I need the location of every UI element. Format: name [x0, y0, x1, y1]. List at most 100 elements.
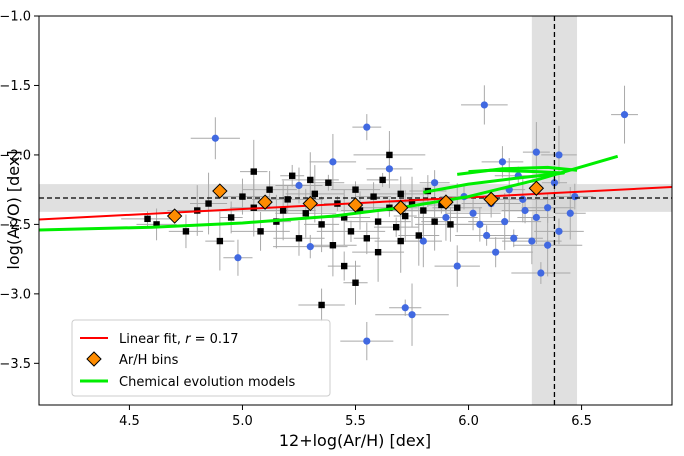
- black-data-point: [311, 190, 319, 198]
- blue-data-point: [510, 234, 518, 242]
- y-tick-label: −2.0: [0, 148, 31, 163]
- blue-data-point: [211, 134, 219, 142]
- blue-data-point: [550, 179, 559, 187]
- black-data-point: [325, 179, 332, 186]
- ar-h-bin-marker: [528, 180, 545, 196]
- legend-bins-swatch: [86, 351, 102, 367]
- black-data-point: [329, 242, 337, 249]
- y-tick-label: −3.0: [0, 287, 31, 302]
- legend-box: [71, 319, 331, 397]
- black-data-point: [374, 218, 382, 225]
- blue-data-point: [401, 304, 409, 312]
- black-data-point: [250, 168, 257, 175]
- black-data-point: [420, 207, 427, 214]
- ar-h-bin-marker: [438, 194, 454, 210]
- ar-h-bin-marker: [302, 195, 318, 212]
- blue-data-point: [521, 206, 529, 215]
- black-data-point: [347, 228, 355, 235]
- black-data-point: [363, 235, 371, 242]
- black-data-point: [447, 221, 454, 228]
- black-data-point: [266, 186, 273, 193]
- ar-h-bin-marker: [393, 200, 409, 216]
- black-data-point: [289, 172, 296, 179]
- black-data-point: [216, 237, 224, 245]
- ar-h-bin-marker: [483, 191, 499, 208]
- black-data-point: [386, 151, 393, 159]
- ar-h-bin-marker: [257, 194, 273, 210]
- blue-data-point: [453, 262, 461, 270]
- blue-data-point: [532, 148, 540, 156]
- black-data-point: [239, 193, 246, 200]
- blue-data-point: [469, 209, 477, 217]
- black-data-point: [415, 232, 422, 239]
- blue-data-point: [385, 165, 394, 173]
- x-tick-label: 4.5: [119, 414, 140, 429]
- black-data-point: [374, 248, 382, 256]
- chemical-evolution-track-2: [457, 165, 578, 176]
- black-data-point: [205, 200, 212, 207]
- ar-h-bin-marker: [166, 208, 183, 224]
- black-data-point: [227, 214, 235, 221]
- black-data-point: [402, 212, 409, 220]
- blue-data-point: [620, 111, 629, 119]
- blue-data-point: [555, 151, 563, 159]
- black-data-point: [352, 279, 359, 286]
- black-data-point: [302, 210, 309, 217]
- blue-data-point: [544, 204, 552, 212]
- black-data-point: [153, 221, 160, 228]
- blue-data-point: [408, 311, 416, 319]
- blue-data-point: [528, 237, 536, 245]
- blue-data-point: [555, 227, 563, 235]
- black-data-point: [379, 176, 386, 184]
- black-data-point: [431, 218, 438, 225]
- ar-h-bin-marker: [212, 183, 228, 199]
- black-data-point: [318, 221, 325, 228]
- black-data-point: [144, 215, 151, 223]
- ar-h-bin-marker: [347, 197, 364, 213]
- y-axis-label: log(Ar/O) [dex]: [4, 150, 23, 269]
- y-tick-label: −3.5: [0, 357, 31, 372]
- blue-data-point: [306, 243, 314, 251]
- black-data-point: [307, 176, 314, 184]
- blue-data-point: [537, 269, 545, 277]
- blue-data-point: [363, 123, 371, 131]
- blue-data-point: [492, 248, 500, 256]
- blue-data-point: [419, 237, 427, 245]
- black-data-point: [295, 235, 303, 242]
- black-data-point: [257, 228, 264, 235]
- black-data-point: [352, 186, 359, 193]
- legend-linear-fit-prefix: Linear fit,: [119, 332, 185, 347]
- y-tick-label: −1.5: [0, 79, 31, 94]
- black-data-point: [318, 301, 325, 309]
- axis-ticks: 4.5 5.0 5.5 6.0 6.5 −1.0 −1.5 −2.0 −2.5 −3.0 −3.5: [0, 10, 592, 430]
- black-data-point: [392, 223, 400, 231]
- black-data-point: [408, 198, 416, 206]
- plot-area: [39, 16, 672, 405]
- black-data-point: [182, 228, 190, 235]
- blue-data-point: [501, 218, 509, 226]
- black-data-point: [370, 193, 377, 200]
- blue-data-point: [234, 254, 242, 262]
- legend-linear-fit-value: = 0.17: [190, 332, 238, 347]
- black-data-point: [454, 204, 461, 211]
- x-tick-label: 5.5: [345, 414, 366, 429]
- blue-data-point: [329, 158, 337, 166]
- black-data-point: [284, 196, 291, 203]
- blue-data-point: [476, 220, 484, 228]
- legend-linear-fit-r: r: [185, 332, 192, 347]
- blue-data-point: [295, 181, 303, 190]
- x-tick-label: 6.0: [458, 414, 479, 429]
- blue-data-point: [480, 101, 488, 109]
- blue-data-point: [532, 213, 540, 222]
- x-axis-label: 12+log(Ar/H) [dex]: [279, 431, 431, 450]
- legend: Linear fit, r = 0.17 Ar/H bins Chemical …: [71, 319, 331, 397]
- blue-data-point: [431, 179, 439, 187]
- blue-data-point: [363, 337, 371, 345]
- blue-data-point: [566, 209, 574, 217]
- y-tick-label: −1.0: [0, 10, 31, 25]
- black-data-point: [279, 207, 287, 214]
- black-data-point: [340, 262, 348, 270]
- blue-data-point: [442, 213, 450, 222]
- black-data-point: [397, 190, 404, 198]
